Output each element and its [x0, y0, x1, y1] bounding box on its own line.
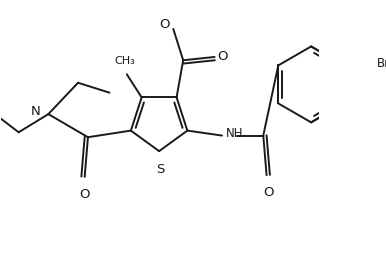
Text: Br: Br	[377, 57, 386, 70]
Text: O: O	[263, 186, 273, 199]
Text: CH₃: CH₃	[115, 56, 135, 66]
Text: O: O	[159, 18, 169, 31]
Text: O: O	[218, 51, 228, 63]
Text: NH: NH	[226, 127, 244, 140]
Text: S: S	[157, 163, 165, 176]
Text: O: O	[80, 188, 90, 200]
Text: N: N	[30, 105, 40, 118]
